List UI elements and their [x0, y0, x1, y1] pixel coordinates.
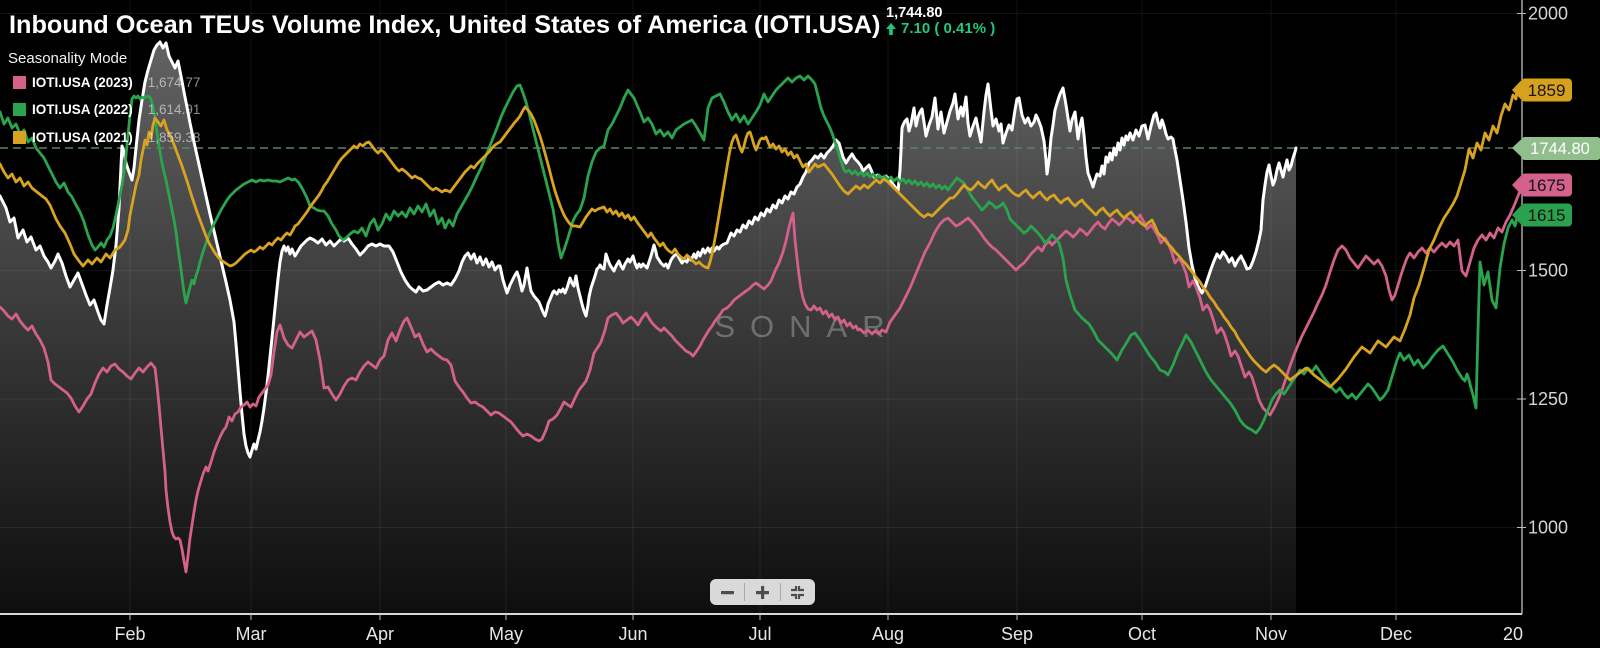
svg-text:Feb: Feb: [114, 624, 145, 644]
svg-text:May: May: [489, 624, 523, 644]
svg-text:Mar: Mar: [236, 624, 267, 644]
svg-text:1615: 1615: [1528, 206, 1566, 225]
svg-text:SONAR: SONAR: [714, 309, 899, 344]
svg-text:1000: 1000: [1528, 518, 1568, 538]
svg-text:2000: 2000: [1528, 4, 1568, 24]
svg-text:Jun: Jun: [618, 624, 647, 644]
svg-text:1744.80: 1744.80: [1530, 140, 1590, 158]
svg-text:Dec: Dec: [1380, 624, 1412, 644]
svg-text:1859: 1859: [1528, 81, 1566, 100]
svg-text:Oct: Oct: [1128, 624, 1156, 644]
svg-text:1500: 1500: [1528, 261, 1568, 281]
svg-text:Sep: Sep: [1001, 624, 1033, 644]
svg-text:1250: 1250: [1528, 389, 1568, 409]
svg-text:1675: 1675: [1528, 176, 1566, 195]
svg-text:Aug: Aug: [872, 624, 904, 644]
svg-text:Apr: Apr: [366, 624, 394, 644]
svg-text:20: 20: [1503, 624, 1523, 644]
svg-text:Jul: Jul: [748, 624, 771, 644]
svg-text:Nov: Nov: [1255, 624, 1287, 644]
